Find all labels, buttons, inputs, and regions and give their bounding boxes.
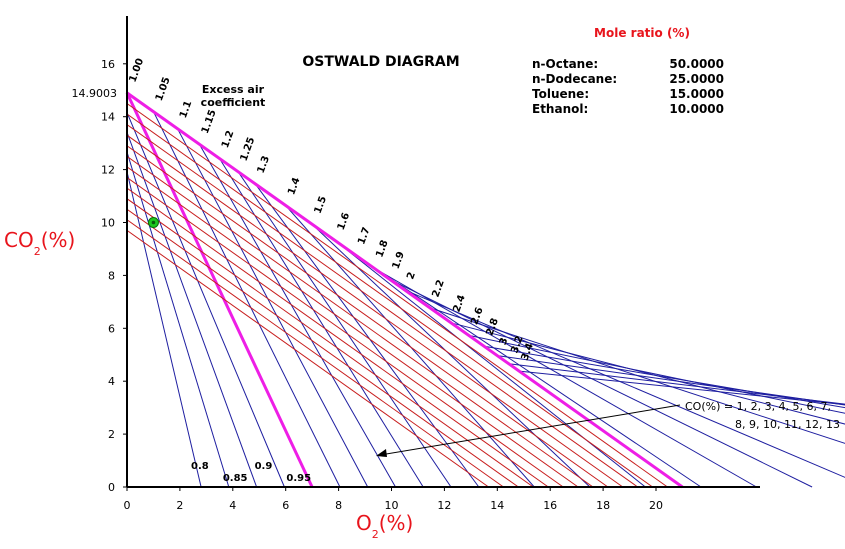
x-tick-label: 2 <box>176 499 183 512</box>
excess-air-line <box>311 223 591 488</box>
excess-air-label: 3 <box>498 336 511 346</box>
excess-air-line <box>237 171 452 488</box>
excess-air-line <box>126 132 258 488</box>
y-tick-label: 6 <box>108 322 115 335</box>
chart-title: OSTWALD DIAGRAM <box>302 54 459 70</box>
mole-ratio-value: 25.0000 <box>669 72 724 86</box>
x-tick-label: 8 <box>335 499 342 512</box>
co-line <box>126 177 564 488</box>
excess-air-label: 0.95 <box>286 473 311 484</box>
y-tick-label: 12 <box>101 164 115 177</box>
co-line <box>126 219 504 488</box>
mole-ratio-value: 10.0000 <box>669 102 724 116</box>
excess-air-line <box>373 267 757 488</box>
y-tick-label: 10 <box>101 217 115 230</box>
co-line <box>126 208 519 488</box>
co-line <box>126 166 579 488</box>
excess-air-label: 2 <box>405 271 418 281</box>
mole-ratio-title: Mole ratio (%) <box>594 26 690 40</box>
excess-air-line <box>198 144 396 488</box>
excess-air-label: 0.9 <box>255 461 273 472</box>
excess-air-label: 1.4 <box>286 176 302 196</box>
co-line <box>126 198 534 488</box>
x-tick-label: 18 <box>596 499 610 512</box>
excess-air-line <box>153 111 341 488</box>
co-arrow-head <box>376 449 387 457</box>
x-tick-label: 14 <box>490 499 504 512</box>
co-line <box>126 134 624 488</box>
stoichiometric-line <box>125 92 314 488</box>
co2-max-label: 14.9003 <box>72 87 118 100</box>
y-tick-label: 14 <box>101 111 115 124</box>
y-axis-title: CO2(%) <box>4 228 75 258</box>
co-line <box>126 124 638 488</box>
excess-air-line <box>177 128 369 488</box>
x-tick-label: 0 <box>124 499 131 512</box>
excess-air-line <box>404 289 845 478</box>
excess-air-label: 1.6 <box>336 211 352 231</box>
excess-air-label: 1.15 <box>200 108 219 135</box>
x-tick-label: 4 <box>229 499 236 512</box>
boundary-line <box>126 91 684 489</box>
co-line <box>126 155 594 488</box>
co-line <box>126 187 549 488</box>
y-tick-label: 16 <box>101 58 115 71</box>
excess-air-line <box>450 322 845 425</box>
excess-air-label: 1.00 <box>127 57 146 84</box>
excess-air-label: 1.1 <box>178 99 194 119</box>
excess-air-label: 1.2 <box>220 129 236 149</box>
co-line <box>126 145 609 488</box>
y-tick-label: 8 <box>108 269 115 282</box>
x-axis-title: O2(%) <box>356 511 413 541</box>
mole-ratio-name: n-Dodecane: <box>532 72 617 86</box>
x-tick-label: 12 <box>437 499 451 512</box>
excess-air-label: 1.7 <box>356 226 372 246</box>
co-lines-label: 8, 9, 10, 11, 12, 13 <box>735 418 840 431</box>
excess-air-label: 2.2 <box>430 278 446 298</box>
excess-air-line <box>519 370 845 406</box>
co-line <box>126 103 668 488</box>
x-tick-label: 20 <box>649 499 663 512</box>
excess-air-line <box>468 334 845 414</box>
excess-air-line <box>254 183 480 488</box>
y-tick-label: 4 <box>108 375 115 388</box>
excess-air-line <box>508 363 845 405</box>
mole-ratio-value: 15.0000 <box>669 87 724 101</box>
co-arrow-line <box>379 404 681 456</box>
mole-ratio-name: Ethanol: <box>532 102 588 116</box>
excess-air-line <box>497 355 845 406</box>
excess-air-label: 0.8 <box>191 461 209 472</box>
co-lines-label: CO(%) = 1, 2, 3, 4, 5, 6, 7, <box>685 400 831 413</box>
mole-ratio-name: n-Octane: <box>532 57 598 71</box>
mole-ratio-name: Toluene: <box>532 87 589 101</box>
excess-air-line <box>126 171 202 488</box>
x-tick-label: 6 <box>282 499 289 512</box>
excess-air-line <box>126 151 230 488</box>
excess-air-label: 1.9 <box>391 250 407 270</box>
co-line <box>126 229 489 488</box>
y-tick-label: 0 <box>108 481 115 494</box>
excess-air-label: 0.85 <box>223 473 248 484</box>
excess-air-label: 1.25 <box>239 136 258 163</box>
excess-air-label: 1.3 <box>256 154 272 174</box>
co-line <box>126 113 653 488</box>
y-tick-label: 2 <box>108 428 115 441</box>
excess-air-line <box>219 158 424 488</box>
excess-air-label: 2.4 <box>451 293 467 313</box>
excess-air-label: 1.05 <box>154 76 173 103</box>
excess-air-label: 2.8 <box>485 317 501 337</box>
excess-air-line <box>334 240 646 488</box>
x-tick-label: 10 <box>385 499 399 512</box>
excess-air-label: 1.5 <box>313 195 329 215</box>
mole-ratio-value: 50.0000 <box>669 57 724 71</box>
excess-air-line <box>429 307 845 444</box>
excess-air-line <box>484 345 845 409</box>
excess-air-label: 1.8 <box>374 239 390 259</box>
x-tick-label: 16 <box>543 499 557 512</box>
excess-air-caption: Excess air <box>202 83 265 96</box>
excess-air-caption: coefficient <box>201 96 266 109</box>
marker-point-center <box>151 220 156 225</box>
